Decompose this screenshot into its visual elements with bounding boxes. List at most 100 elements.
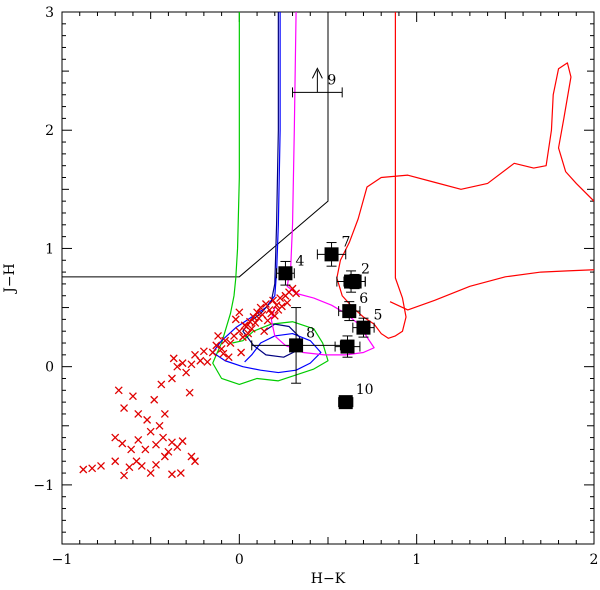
- y-axis-label: J−H: [2, 263, 18, 295]
- cross-marker: [120, 404, 129, 413]
- cross-stroke: [265, 305, 274, 314]
- cross-stroke: [120, 404, 129, 413]
- y-tick-label: −1: [33, 478, 54, 494]
- cross-marker: [159, 433, 168, 442]
- cross-stroke: [127, 445, 136, 454]
- source-square: [289, 338, 304, 353]
- cross-stroke: [196, 356, 205, 365]
- x-tick-label: 1: [412, 552, 421, 568]
- cross-stroke: [160, 452, 169, 461]
- cross-stroke: [251, 318, 260, 327]
- cross-stroke: [247, 324, 256, 333]
- cross-stroke: [143, 415, 152, 424]
- model-curve-0: [212, 12, 329, 385]
- cross-marker: [143, 415, 152, 424]
- cross-marker: [208, 348, 217, 357]
- source-point: 8: [251, 307, 341, 384]
- y-tick-label: 1: [45, 241, 54, 257]
- cross-marker: [261, 300, 270, 308]
- cross-marker: [167, 374, 176, 383]
- x-tick-label: −1: [52, 552, 73, 568]
- cross-stroke: [182, 368, 191, 377]
- source-point: [334, 335, 361, 358]
- cross-marker: [235, 308, 244, 317]
- cross-stroke: [128, 392, 137, 401]
- source-label: 10: [356, 382, 374, 398]
- cross-marker: [187, 360, 196, 369]
- cross-marker: [111, 457, 120, 466]
- cross-marker: [256, 303, 265, 312]
- cross-marker: [217, 344, 226, 353]
- cross-stroke: [217, 344, 226, 353]
- cross-marker: [212, 341, 221, 350]
- x-axis-label: H−K: [311, 571, 346, 587]
- axis-ticks: −1 0 1 2 −1 0 1 2 3: [33, 5, 598, 568]
- cross-marker: [288, 284, 297, 293]
- model-curve-2: [242, 12, 301, 358]
- cross-stroke: [173, 362, 182, 371]
- cross-stroke: [212, 341, 221, 350]
- cross-marker: [146, 469, 155, 478]
- cross-stroke: [134, 409, 143, 418]
- cross-marker: [191, 457, 199, 466]
- cross-stroke: [238, 333, 247, 342]
- cross-stroke: [187, 452, 196, 461]
- cross-stroke: [231, 315, 240, 324]
- cross-stroke: [269, 296, 277, 305]
- source-label: 8: [306, 325, 315, 341]
- cross-marker: [276, 294, 285, 303]
- cross-marker: [134, 409, 143, 418]
- model-curve-4: [336, 12, 594, 339]
- cross-stroke: [97, 462, 105, 470]
- cross-stroke: [111, 457, 120, 466]
- source-square: [278, 266, 293, 281]
- cross-stroke: [261, 300, 270, 308]
- cross-marker: [118, 439, 127, 448]
- cross-stroke: [118, 439, 127, 448]
- y-tick-label: 3: [45, 5, 54, 21]
- cross-stroke: [276, 294, 285, 303]
- cross-marker: [238, 333, 247, 342]
- limit-arrow-head: [311, 67, 323, 79]
- cross-marker: [251, 318, 260, 327]
- cross-marker: [283, 298, 292, 307]
- source-label: 6: [359, 291, 368, 307]
- cross-marker: [134, 436, 143, 444]
- cross-marker: [187, 452, 196, 461]
- cross-stroke: [256, 303, 265, 312]
- cross-stroke: [120, 471, 129, 480]
- cross-marker: [237, 348, 246, 357]
- source-square: [356, 320, 371, 335]
- cross-marker: [79, 465, 88, 474]
- cross-stroke: [152, 440, 160, 449]
- source-point: 6: [338, 291, 368, 322]
- cross-stroke: [155, 421, 164, 430]
- cross-stroke: [167, 470, 176, 479]
- cross-marker: [267, 309, 276, 318]
- cross-marker: [157, 380, 166, 389]
- cross-stroke: [253, 308, 262, 317]
- cross-stroke: [208, 348, 217, 357]
- cross-marker: [160, 409, 169, 418]
- y-tick-label: 2: [45, 123, 54, 139]
- source-label: 4: [295, 253, 304, 269]
- cross-stroke: [191, 350, 199, 359]
- cross-marker: [199, 347, 208, 356]
- cross-stroke: [160, 409, 169, 418]
- cross-marker: [127, 445, 136, 454]
- model-curves: [212, 12, 594, 385]
- source-point: 4: [276, 253, 304, 286]
- source-point: 10: [338, 382, 374, 410]
- cross-marker: [247, 324, 256, 333]
- cross-marker: [141, 445, 150, 454]
- cross-stroke: [267, 309, 276, 318]
- source-square: [340, 339, 355, 354]
- cross-stroke: [79, 465, 88, 474]
- cross-marker: [263, 316, 272, 325]
- cross-stroke: [169, 354, 178, 363]
- cross-marker: [111, 433, 120, 442]
- cross-stroke: [176, 469, 185, 478]
- boundary-polyline: [62, 12, 329, 278]
- cross-stroke: [134, 436, 143, 444]
